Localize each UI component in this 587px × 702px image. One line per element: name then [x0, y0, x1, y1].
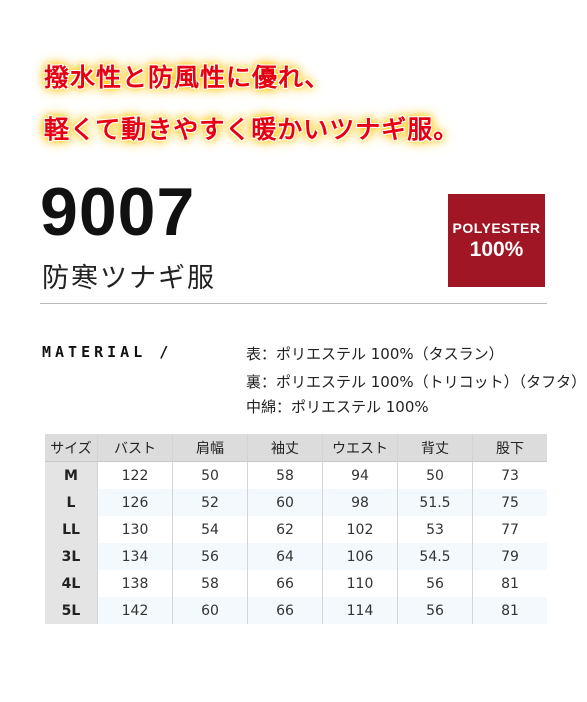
cell-back-length: 56 — [397, 597, 473, 624]
material-lining: 裏：ポリエステル 100%（トリコット）（タフタ） — [246, 373, 587, 391]
cell-inseam: 73 — [472, 461, 547, 489]
cell-inseam: 77 — [472, 516, 547, 543]
cell-sleeve: 66 — [247, 597, 323, 624]
cell-back-length: 54.5 — [397, 543, 473, 570]
cell-size: 3L — [45, 543, 98, 570]
table-row: M 122 50 58 94 50 73 — [45, 461, 547, 489]
badge-line-1: POLYESTER — [452, 220, 541, 236]
cell-waist: 114 — [322, 597, 398, 624]
material-outer: 表：ポリエステル 100%（タスラン） — [246, 345, 504, 363]
cell-bust: 126 — [97, 489, 173, 516]
cell-inseam: 75 — [472, 489, 547, 516]
cell-waist: 102 — [322, 516, 398, 543]
cell-back-length: 50 — [397, 461, 473, 489]
cell-shoulder: 50 — [172, 461, 248, 489]
header-shoulder: 肩幅 — [172, 434, 248, 462]
cell-sleeve: 60 — [247, 489, 323, 516]
cell-inseam: 81 — [472, 597, 547, 624]
cell-bust: 130 — [97, 516, 173, 543]
product-name: 防寒ツナギ服 — [42, 263, 216, 294]
cell-back-length: 56 — [397, 570, 473, 597]
header-waist: ウエスト — [322, 434, 398, 462]
cell-sleeve: 58 — [247, 461, 323, 489]
cell-size: 5L — [45, 597, 98, 624]
cell-back-length: 51.5 — [397, 489, 473, 516]
cell-shoulder: 60 — [172, 597, 248, 624]
cell-inseam: 81 — [472, 570, 547, 597]
cell-sleeve: 62 — [247, 516, 323, 543]
header-inseam: 股下 — [472, 434, 547, 462]
table-row: 3L 134 56 64 106 54.5 79 — [45, 543, 547, 570]
cell-bust: 138 — [97, 570, 173, 597]
cell-bust: 142 — [97, 597, 173, 624]
cell-shoulder: 58 — [172, 570, 248, 597]
section-divider — [40, 303, 547, 304]
headline-line-1: 撥水性と防風性に優れ、 — [44, 63, 331, 92]
cell-size: L — [45, 489, 98, 516]
cell-bust: 134 — [97, 543, 173, 570]
table-row: 4L 138 58 66 110 56 81 — [45, 570, 547, 597]
cell-sleeve: 64 — [247, 543, 323, 570]
cell-waist: 110 — [322, 570, 398, 597]
header-bust: バスト — [97, 434, 173, 462]
header-back-length: 背丈 — [397, 434, 473, 462]
cell-size: LL — [45, 516, 98, 543]
header-size: サイズ — [45, 434, 98, 462]
table-row: L 126 52 60 98 51.5 75 — [45, 489, 547, 516]
cell-back-length: 53 — [397, 516, 473, 543]
badge-line-2: 100% — [469, 238, 524, 261]
model-number: 9007 — [40, 174, 196, 250]
material-badge: POLYESTER 100% — [448, 194, 545, 287]
headline-line-2: 軽くて動きやすく暖かいツナギ服。 — [44, 115, 460, 144]
cell-inseam: 79 — [472, 543, 547, 570]
cell-waist: 106 — [322, 543, 398, 570]
cell-size: 4L — [45, 570, 98, 597]
material-label: MATERIAL / — [42, 343, 173, 361]
cell-shoulder: 52 — [172, 489, 248, 516]
size-table-header-row: サイズ バスト 肩幅 袖丈 ウエスト 背丈 股下 — [45, 434, 547, 462]
cell-waist: 94 — [322, 461, 398, 489]
cell-shoulder: 54 — [172, 516, 248, 543]
header-sleeve: 袖丈 — [247, 434, 323, 462]
cell-size: M — [45, 461, 98, 489]
table-row: LL 130 54 62 102 53 77 — [45, 516, 547, 543]
cell-shoulder: 56 — [172, 543, 248, 570]
size-table: サイズ バスト 肩幅 袖丈 ウエスト 背丈 股下 M 122 50 58 94 … — [45, 434, 547, 624]
table-row: 5L 142 60 66 114 56 81 — [45, 597, 547, 624]
material-padding: 中綿：ポリエステル 100% — [246, 398, 429, 416]
cell-sleeve: 66 — [247, 570, 323, 597]
cell-bust: 122 — [97, 461, 173, 489]
cell-waist: 98 — [322, 489, 398, 516]
